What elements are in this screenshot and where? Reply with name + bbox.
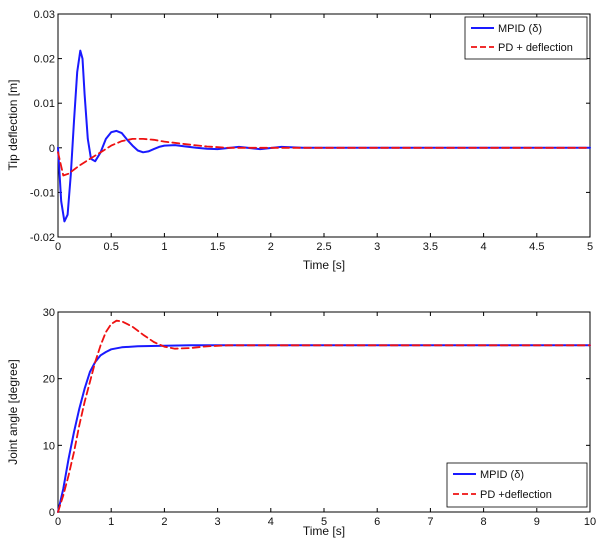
x-axis-label: Time [s]	[303, 258, 345, 272]
x-tick-label: 1	[108, 516, 114, 528]
series-line-pd-deflection	[57, 319, 591, 513]
x-tick-label: 5	[321, 516, 327, 528]
x-tick-label: 8	[481, 516, 487, 528]
x-tick-label: 10	[584, 516, 596, 528]
y-tick-label: -0.01	[30, 187, 55, 199]
legend-label-mpid: MPID (δ)	[498, 23, 542, 35]
x-tick-label: 2.5	[316, 241, 331, 253]
x-tick-label: 2	[268, 241, 274, 253]
y-axis-label: Tip deflection [m]	[6, 80, 20, 171]
series-lines	[57, 319, 591, 513]
series-line-pd-deflection	[57, 137, 591, 177]
x-tick-label: 4	[481, 241, 487, 253]
x-tick-label: 7	[427, 516, 433, 528]
y-tick-label: 20	[43, 374, 55, 386]
y-tick-label: 30	[43, 307, 55, 319]
x-ticks: 0 0.5 1 1.5 2 2.5 3 3.5 4 4.5 5	[55, 14, 593, 253]
y-tick-label: -0.02	[30, 232, 55, 244]
x-tick-label: 3	[215, 516, 221, 528]
y-tick-label: 0	[49, 143, 55, 155]
x-tick-label: 2	[161, 516, 167, 528]
x-tick-label: 0	[55, 241, 61, 253]
legend-label-pd: PD + deflection	[498, 42, 573, 54]
y-ticks: 0 10 20 30	[43, 307, 590, 519]
x-ticks: 0 1 2 3 4 5 6 7 8 9 10	[55, 312, 596, 528]
y-tick-label: 0.02	[34, 54, 55, 66]
tip-deflection-plot: 0 0.5 1 1.5 2 2.5 3 3.5 4 4.5 5 -0.02 -0.01 0 0.01 0.0…	[6, 9, 593, 272]
legend-box	[446, 462, 588, 508]
y-axis-label: Joint angle [degree]	[6, 359, 20, 464]
legend: MPID (δ) PD + deflection	[464, 16, 588, 60]
legend-box	[464, 16, 588, 60]
series-lines	[57, 49, 591, 223]
y-tick-label: 0.03	[34, 9, 55, 21]
x-tick-label: 0	[55, 516, 61, 528]
legend-label-mpid: MPID (δ)	[480, 469, 524, 481]
x-tick-label: 0.5	[104, 241, 119, 253]
y-tick-label: 10	[43, 440, 55, 452]
legend: MPID (δ) PD +deflection	[446, 462, 588, 508]
x-tick-label: 6	[374, 516, 380, 528]
x-axis-label: Time [s]	[303, 524, 345, 538]
x-tick-label: 4.5	[529, 241, 544, 253]
x-tick-label: 5	[587, 241, 593, 253]
x-tick-label: 3	[374, 241, 380, 253]
y-ticks: -0.02 -0.01 0 0.01 0.02 0.03	[30, 9, 590, 244]
joint-angle-plot: 0 1 2 3 4 5 6 7 8 9 10 0 10 20 30 Time [s] Joint angl…	[6, 307, 596, 538]
x-tick-label: 3.5	[423, 241, 438, 253]
y-tick-label: 0	[49, 507, 55, 519]
x-tick-label: 4	[268, 516, 274, 528]
x-tick-label: 9	[534, 516, 540, 528]
y-tick-label: 0.01	[34, 98, 55, 110]
legend-label-pd: PD +deflection	[480, 489, 552, 501]
x-tick-label: 1.5	[210, 241, 225, 253]
x-tick-label: 1	[161, 241, 167, 253]
